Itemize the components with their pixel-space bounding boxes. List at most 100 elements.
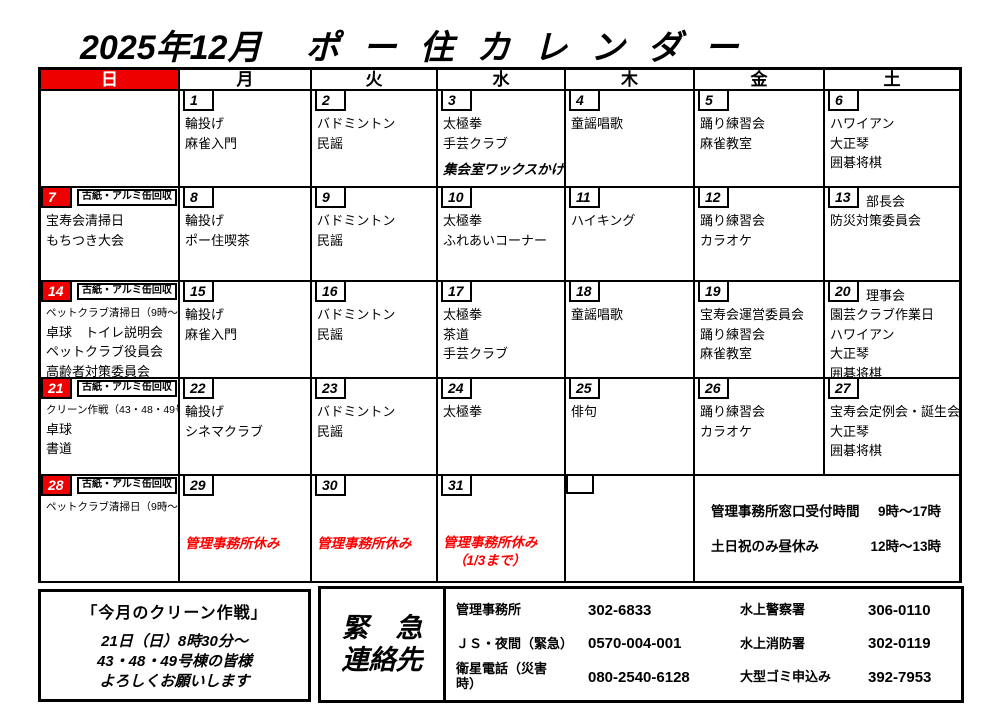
event-item: 輪投げ (185, 404, 225, 419)
event-list: 管理事務所休み (312, 496, 436, 581)
day-cell-head: 16 (312, 282, 436, 302)
event-list: 管理事務所休み （1/3まで） (438, 496, 564, 581)
empty-day-number-box (566, 476, 594, 494)
empty-cell (566, 476, 695, 581)
event-item: ハワイアン (830, 326, 895, 342)
event-item: 民謡 (317, 135, 344, 151)
event-list: 防災対策委員会 (825, 208, 959, 280)
event-list: バドミントン 民謡 (312, 399, 436, 474)
recycle-collection-label: 古紙・アルミ缶回収 (77, 283, 177, 300)
day-cell-head: 31 (438, 476, 564, 496)
day-cell-6: 6 ハワイアン 大正琴 囲碁将棋 (825, 91, 959, 188)
day-cell-head: 4 (566, 91, 693, 111)
event-list: 輪投げ 麻雀入門 (180, 111, 310, 186)
day-number: 3 (441, 91, 472, 111)
day-cell-head: 25 (566, 379, 693, 399)
event-item: 宝寿会定例会・誕生会 (830, 404, 959, 419)
event-item: 卓球 トイレ説明会 (46, 324, 164, 340)
event-item: 集会室ワックスかけ (443, 161, 565, 177)
event-item: バドミントン (317, 116, 396, 131)
office-hours-label: 管理事務所窓口受付時間 (711, 503, 860, 519)
event-item: ポー住喫茶 (185, 232, 251, 248)
event-list (41, 91, 178, 186)
event-list: ペットクラブ清掃日（9時～） (41, 496, 178, 581)
day-side-label: 理事会 (866, 288, 906, 303)
event-item: 宝寿会清掃日 (46, 213, 125, 228)
event-item: シネマクラブ (185, 423, 264, 439)
event-list: ハイキング (566, 208, 693, 280)
event-item: （1/3まで） (453, 552, 526, 568)
event-list: 宝寿会定例会・誕生会 大正琴 囲碁将棋 (825, 399, 959, 474)
day-cell-4: 4 童謡唱歌 (566, 91, 695, 188)
day-number: 24 (441, 379, 472, 399)
day-number: 14 (41, 282, 72, 302)
event-item: 俳句 (571, 404, 598, 419)
day-cell-head: 29 (180, 476, 310, 496)
weekday-header-1: 日 (41, 70, 180, 91)
emergency-contact-list: 管理事務所 302-6833 水上警察署 306-0110 ＪＳ・夜間（緊急） 0570-… (446, 589, 961, 700)
day-cell-head: 13 部長会 (825, 188, 959, 209)
day-cell-17: 17 太極拳 茶道 手芸クラブ (438, 282, 566, 379)
weekday-header-3: 火 (312, 70, 438, 91)
contact-name: 水上消防署 (740, 635, 806, 651)
day-number: 2 (315, 91, 346, 111)
event-item: 踊り練習会 (700, 326, 766, 342)
event-list: 踊り練習会 麻雀教室 (695, 111, 823, 186)
day-number: 31 (441, 476, 472, 496)
day-cell-19: 19 宝寿会運営委員会 踊り練習会 麻雀教室 (695, 282, 825, 379)
event-list: 宝寿会清掃日 もちつき大会 (41, 208, 178, 280)
event-item: 太極拳 (443, 116, 483, 131)
contact-tel: 302-6833 (588, 602, 652, 620)
event-item: 高齢者対策委員会 (46, 363, 151, 379)
contact-name: 衛星電話（災害 時） (456, 661, 548, 692)
contact-tel: 302-0119 (868, 635, 931, 653)
day-number: 27 (828, 379, 859, 399)
contact-name: 管理事務所 (456, 602, 522, 618)
event-item: 民謡 (317, 423, 344, 439)
day-cell-head: 23 (312, 379, 436, 399)
day-cell-head: 6 (825, 91, 959, 111)
recycle-collection-label: 古紙・アルミ缶回収 (77, 189, 177, 206)
weekday-header-4: 水 (438, 70, 566, 91)
day-cell-13: 13 部長会 防災対策委員会 (825, 188, 959, 282)
day-number: 5 (698, 91, 729, 111)
event-list: バドミントン 民謡 (312, 302, 436, 377)
day-number: 30 (315, 476, 346, 496)
event-list: 踊り練習会 カラオケ (695, 399, 823, 474)
day-cell-head: 5 (695, 91, 823, 111)
contact-name: ＪＳ・夜間（緊急） (456, 635, 574, 651)
day-number: 8 (183, 188, 214, 208)
emergency-contacts-label: 緊 急 連絡先 (321, 589, 446, 700)
day-number: 13 (828, 188, 859, 208)
event-item: 太極拳 (443, 307, 483, 322)
event-item: バドミントン (317, 307, 396, 322)
event-item: ペットクラブ清掃日（9時～） (46, 501, 180, 513)
event-list: ハワイアン 大正琴 囲碁将棋 (825, 111, 959, 186)
weekday-header-7: 土 (825, 70, 959, 91)
day-cell-11: 11 ハイキング (566, 188, 695, 282)
day-cell-head: 8 (180, 188, 310, 208)
event-list: 輪投げ ポー住喫茶 (180, 208, 310, 280)
event-list: 管理事務所休み (180, 496, 310, 581)
day-cell-3: 3 太極拳手芸クラブ集会室ワックスかけ (438, 91, 566, 188)
day-cell-head: 22 (180, 379, 310, 399)
event-list: 輪投げ シネマクラブ (180, 399, 310, 474)
day-number: 15 (183, 282, 214, 302)
day-cell-8: 8 輪投げ ポー住喫茶 (180, 188, 312, 282)
contact-tel: 080-2540-6128 (588, 668, 690, 686)
day-number: 4 (569, 91, 600, 111)
event-item: 手芸クラブ (443, 135, 509, 151)
event-item: もちつき大会 (46, 232, 125, 248)
day-cell-14: 14 古紙・アルミ缶回収 ペットクラブ清掃日（9時～） 卓球 トイレ説明会 ペットクラブ… (41, 282, 180, 379)
event-list: バドミントン 民謡 (312, 208, 436, 280)
title-calendar-name: ポー住カレンダー (305, 29, 762, 67)
event-list: 踊り練習会 カラオケ (695, 208, 823, 280)
day-number: 22 (183, 379, 214, 399)
event-list (566, 496, 693, 581)
day-cell-29: 29 管理事務所休み (180, 476, 312, 581)
event-item: 踊り練習会 (700, 116, 766, 131)
event-item: 管理事務所休み (443, 534, 538, 550)
event-item: 踊り練習会 (700, 213, 766, 228)
